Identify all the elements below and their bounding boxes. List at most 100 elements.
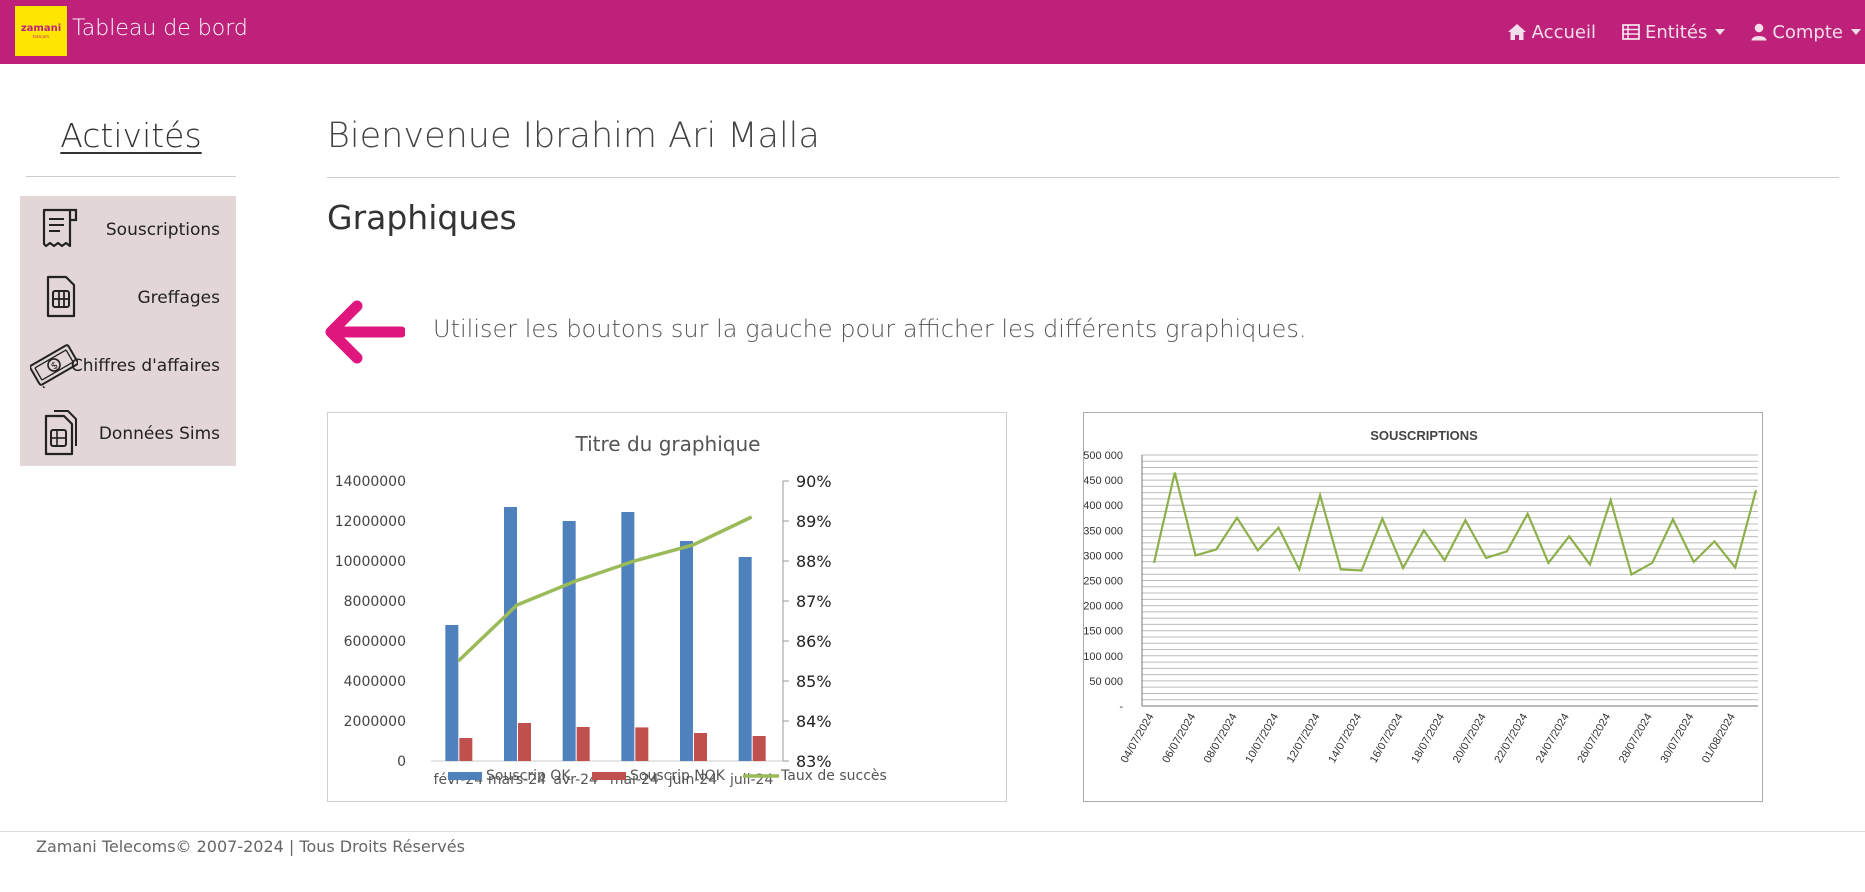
y-tick-label: 450 000 <box>1084 475 1123 487</box>
app-title[interactable]: Tableau de bord <box>72 16 248 41</box>
legend-swatch <box>592 772 626 780</box>
x-tick-label: 22/07/2024 <box>1492 712 1530 766</box>
x-tick-label: 24/07/2024 <box>1534 712 1572 766</box>
y-tick-label: - <box>1119 701 1123 713</box>
y-left-tick-label: 4000000 <box>344 674 406 690</box>
sidebar-item-label: Données Sims <box>98 424 220 444</box>
nav-item-entites[interactable]: Entités <box>1622 21 1726 43</box>
sim-card-icon <box>46 275 76 318</box>
y-tick-label: 350 000 <box>1084 525 1123 537</box>
legend-label: Taux de succès <box>780 768 887 784</box>
x-tick-label: 14/07/2024 <box>1326 712 1364 766</box>
sidebar-item-chiffres-affaires[interactable]: $ Chiffres d'affaires <box>20 336 236 396</box>
logo-word: zamani <box>20 22 62 34</box>
bar-nok <box>694 733 707 761</box>
x-tick-label: 12/07/2024 <box>1285 712 1323 766</box>
sidebar-item-donnees-sims[interactable]: Données Sims <box>20 404 236 464</box>
x-tick-label: 04/07/2024 <box>1119 712 1157 766</box>
legend-swatch <box>448 772 482 780</box>
y-left-tick-label: 0 <box>397 754 406 770</box>
logo-sub: telecom <box>32 33 50 39</box>
x-tick-label: avr-24 <box>553 772 598 788</box>
x-tick-label: 26/07/2024 <box>1575 712 1613 766</box>
bar-nok <box>635 727 649 761</box>
x-tick-label: 18/07/2024 <box>1409 712 1447 766</box>
x-tick-label: 20/07/2024 <box>1451 712 1489 766</box>
y-left-tick-label: 14000000 <box>335 474 406 490</box>
x-tick-label: 10/07/2024 <box>1243 712 1281 766</box>
y-left-tick-label: 2000000 <box>344 714 406 730</box>
bar-ok <box>504 507 517 761</box>
y-tick-label: 250 000 <box>1084 576 1123 588</box>
bar-ok <box>621 512 635 761</box>
nav-item-accueil[interactable]: Accueil <box>1507 22 1596 43</box>
sidebar-title: Activités <box>60 116 202 155</box>
chart-1-svg: Titre du graphique 0 2000000 4000000 6000000… <box>335 432 887 788</box>
sidebar-item-souscriptions[interactable]: Souscriptions <box>20 200 236 260</box>
chart-souscriptions-journalieres: SOUSCRIPTIONS - 50 000 100 000 150 000 200 00… <box>1083 412 1763 802</box>
line-taux-succes <box>457 515 753 663</box>
bar-ok <box>738 557 752 761</box>
nav-item-compte[interactable]: Compte <box>1751 22 1861 43</box>
x-tick-label: 16/07/2024 <box>1368 712 1406 766</box>
y-right-tick-label: 89% <box>796 512 832 531</box>
y-tick-label: 100 000 <box>1084 651 1123 663</box>
chart-souscriptions-mensuelles: Titre du graphique 0 2000000 4000000 6000000… <box>327 412 1007 802</box>
y-right-tick-label: 86% <box>796 632 832 651</box>
bar-nok <box>752 736 766 761</box>
bar-ok <box>562 521 576 761</box>
x-tick-label: 08/07/2024 <box>1202 712 1240 766</box>
bar-nok <box>459 738 473 761</box>
bar-ok <box>445 625 459 761</box>
table-icon <box>1622 24 1640 40</box>
chart-title: SOUSCRIPTIONS <box>1370 428 1478 443</box>
legend-label: Souscrip OK <box>486 768 571 784</box>
nav-item-label: Accueil <box>1531 21 1596 43</box>
y-tick-label: 300 000 <box>1084 550 1123 562</box>
y-tick-label: 150 000 <box>1084 626 1123 638</box>
bar-nok <box>518 723 531 761</box>
welcome-heading: Bienvenue Ibrahim Ari Malla <box>327 116 820 156</box>
sidebar-item-label: Souscriptions <box>105 220 220 240</box>
x-tick-label: mars-24 <box>488 772 546 788</box>
y-left-tick-label: 6000000 <box>344 634 406 650</box>
arrow-left-icon <box>325 300 405 364</box>
brand-logo[interactable]: zamani telecom <box>15 6 67 56</box>
nav-menu: Accueil Entités Compte <box>1507 0 1865 64</box>
y-left-tick-label: 10000000 <box>335 554 406 570</box>
line-souscriptions <box>1152 472 1758 577</box>
y-tick-label: 400 000 <box>1084 500 1123 512</box>
x-tick-label: 01/08/2024 <box>1700 712 1738 766</box>
y-right-tick-label: 90% <box>796 472 832 491</box>
sidebar-item-greffages[interactable]: Greffages <box>20 268 236 328</box>
hint-text: Utiliser les boutons sur la gauche pour … <box>433 315 1307 343</box>
chart-title: Titre du graphique <box>575 432 761 456</box>
x-tick-label: 06/07/2024 <box>1160 712 1198 766</box>
y-left-tick-label: 12000000 <box>335 514 406 530</box>
y-right-tick-label: 83% <box>796 752 832 771</box>
main-divider <box>327 177 1839 178</box>
y-tick-label: 500 000 <box>1084 450 1123 462</box>
sidebar-divider <box>26 176 236 177</box>
money-icon: $ <box>30 344 78 388</box>
y-right-tick-label: 87% <box>796 592 832 611</box>
sim-stack-icon <box>44 410 77 456</box>
x-tick-label: 30/07/2024 <box>1658 712 1696 766</box>
bar-ok <box>680 541 693 761</box>
home-icon <box>1507 24 1526 40</box>
chart-2-svg: SOUSCRIPTIONS - 50 000 100 000 150 000 200 00… <box>1084 428 1758 766</box>
x-tick-label: juin-24 <box>668 772 717 788</box>
y-right-tick-label: 88% <box>796 552 832 571</box>
y-right-tick-label: 85% <box>796 672 832 691</box>
receipt-icon <box>42 208 78 248</box>
y-left-tick-label: 8000000 <box>344 594 406 610</box>
y-tick-label: 50 000 <box>1089 676 1123 688</box>
nav-item-label: Entités <box>1644 21 1708 43</box>
y-right-tick-label: 84% <box>796 712 832 731</box>
footer-divider <box>0 831 1865 832</box>
bar-nok <box>576 727 590 761</box>
section-title: Graphiques <box>327 198 517 237</box>
chevron-down-icon <box>1715 29 1726 35</box>
y-tick-label: 200 000 <box>1084 601 1123 613</box>
sidebar-item-label: Chiffres d'affaires <box>70 356 220 376</box>
